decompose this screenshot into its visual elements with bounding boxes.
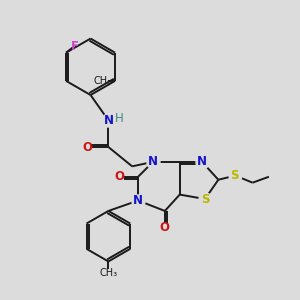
Text: S: S [230, 169, 239, 182]
Text: F: F [70, 40, 78, 52]
Text: O: O [115, 170, 125, 183]
Text: CH₃: CH₃ [94, 76, 112, 86]
Text: O: O [82, 140, 93, 154]
Text: CH₃: CH₃ [99, 268, 118, 278]
Text: O: O [160, 221, 170, 234]
Text: S: S [201, 193, 209, 206]
Text: H: H [115, 112, 124, 125]
Text: N: N [133, 194, 143, 207]
Text: N: N [197, 155, 207, 168]
Text: N: N [103, 114, 113, 127]
Text: N: N [148, 155, 158, 168]
